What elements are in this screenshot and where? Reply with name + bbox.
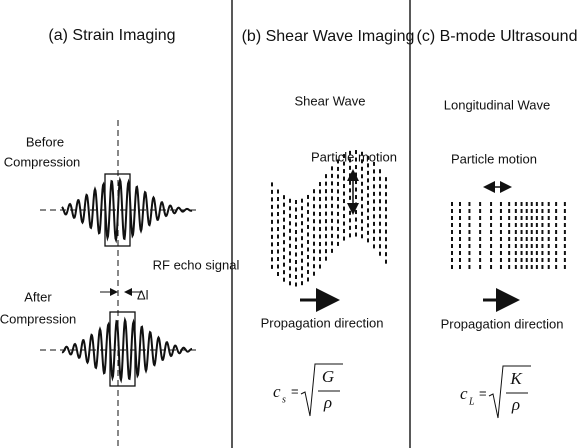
panel-title: (b) Shear Wave Imaging	[242, 28, 415, 45]
label: RF echo signal	[153, 257, 240, 272]
label: Propagation direction	[441, 316, 564, 331]
label: Propagation direction	[261, 315, 384, 330]
label: Longitudinal Wave	[444, 97, 550, 112]
label: Δl	[137, 287, 149, 302]
label: Before	[26, 134, 64, 149]
equals: =	[291, 383, 299, 398]
label: After	[24, 289, 52, 304]
numerator: G	[322, 367, 334, 386]
formula: c s = G ρ	[273, 364, 343, 416]
symbol: c	[460, 384, 468, 403]
particle-grid	[272, 150, 386, 286]
rf-signal	[62, 320, 192, 380]
figure: (a) Strain Imaging Before Compression RF…	[0, 0, 581, 448]
panel-title: (c) B-mode Ultrasound	[417, 28, 578, 45]
denominator: ρ	[511, 395, 520, 414]
subscript: L	[468, 396, 475, 407]
panel-title: (a) Strain Imaging	[48, 27, 175, 44]
label: Compression	[4, 154, 81, 169]
label: Shear Wave	[294, 93, 365, 108]
formula: c L = K ρ	[460, 366, 531, 418]
subscript: s	[282, 394, 286, 405]
symbol: c	[273, 382, 281, 401]
label: Particle motion	[451, 151, 537, 166]
numerator: K	[509, 369, 523, 388]
label: Compression	[0, 311, 76, 326]
label: Particle motion	[311, 149, 397, 164]
equals: =	[479, 385, 487, 400]
particle-grid	[452, 202, 565, 269]
denominator: ρ	[323, 393, 332, 412]
